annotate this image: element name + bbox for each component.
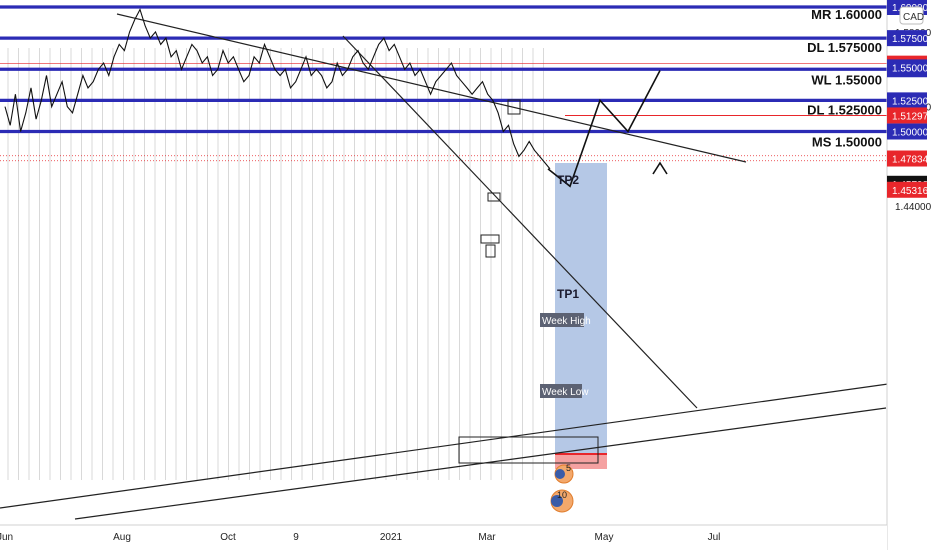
key-level-label: DL 1.575000 — [807, 40, 882, 55]
stop-zone — [555, 454, 607, 469]
week-high-label-group: Week High — [540, 313, 591, 327]
tp1-label: TP1 — [557, 287, 579, 301]
currency-badge-text: CAD — [903, 12, 924, 23]
price-tag — [887, 107, 927, 124]
event-badge-count: 5 — [566, 463, 571, 473]
annotation-boxes — [458, 99, 599, 464]
thin-level-lines — [0, 63, 887, 162]
time-tick-label: Mar — [478, 532, 496, 543]
price-tag-label: 1.55000 — [892, 63, 929, 74]
price-tag-label: 1.51297 — [892, 111, 929, 122]
trendlines — [0, 13, 889, 520]
week-high-label: Week High — [542, 316, 591, 327]
rising-trendline-lower — [0, 383, 889, 509]
flag-icon — [551, 495, 563, 507]
price-tag-label: 1.57500 — [892, 34, 929, 45]
price-axis — [887, 0, 932, 550]
week-low-label-group: Week Low — [540, 384, 589, 398]
flag-icon — [555, 469, 565, 479]
time-tick-label: May — [595, 532, 614, 543]
price-tag — [887, 150, 927, 167]
price-tag — [887, 181, 927, 198]
event-badge-count: 10 — [557, 490, 567, 500]
marker-box — [487, 192, 501, 202]
projection-arrowhead — [652, 161, 668, 175]
time-tick-label: Aug — [113, 532, 131, 543]
vertical-grid-lines — [7, 48, 544, 480]
time-axis — [0, 525, 887, 550]
price-tag — [887, 92, 927, 109]
time-tick-label: 2021 — [380, 532, 403, 543]
falling-trendline-steep — [342, 35, 698, 409]
key-level-label: MR 1.60000 — [811, 7, 882, 22]
target-zone — [555, 163, 607, 454]
marker-box — [507, 99, 521, 115]
level-labels: MR 1.60000 DL 1.575000 WL 1.55000 DL 1.5250… — [807, 7, 882, 150]
marker-box — [480, 234, 500, 244]
price-tag-label: 1.47834 — [892, 155, 929, 166]
currency-badge-box[interactable] — [899, 6, 924, 25]
key-level-label: MS 1.50000 — [812, 135, 882, 150]
support-zone-box — [458, 436, 599, 464]
price-series-line — [4, 8, 551, 170]
price-tag — [887, 30, 927, 47]
price-tag — [887, 123, 927, 140]
price-tag-label: 1.50000 — [892, 128, 929, 139]
key-level-label: WL 1.55000 — [811, 72, 882, 87]
week-low-label-bg — [540, 384, 582, 398]
event-badge-2[interactable]: 10 — [550, 489, 574, 513]
currency-badge[interactable]: CAD — [899, 6, 924, 25]
week-high-label-bg — [540, 313, 584, 327]
price-tag-label: 1.45316 — [892, 186, 929, 197]
price-tick-label: 1.44000 — [895, 202, 932, 213]
price-tag-label: 1.52500 — [892, 96, 929, 107]
event-badge-1[interactable]: 5 — [554, 463, 574, 484]
time-tick-label: 9 — [293, 532, 299, 543]
week-low-label: Week Low — [542, 387, 589, 398]
projection-path — [547, 70, 661, 188]
key-level-label: DL 1.525000 — [807, 102, 882, 117]
time-tick-label: Jun — [0, 532, 13, 543]
time-tick-label: Jul — [708, 532, 721, 543]
time-axis-ticks: Jun Aug Oct 9 2021 Mar May Jul — [0, 532, 720, 543]
marker-box — [485, 244, 496, 258]
tp2-label: TP2 — [557, 173, 579, 187]
price-tag — [887, 59, 927, 76]
falling-trendline-upper — [116, 13, 747, 163]
time-tick-label: Oct — [220, 532, 236, 543]
key-levels — [0, 5, 887, 134]
